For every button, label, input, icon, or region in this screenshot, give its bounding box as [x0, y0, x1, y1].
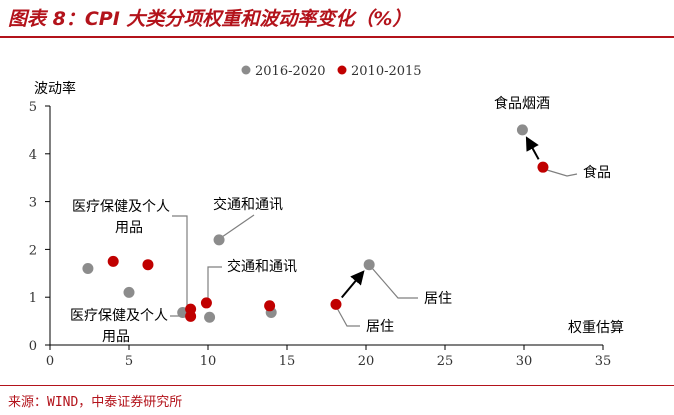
- annotation-label: 医疗保健及个人: [72, 199, 170, 215]
- x-tick-label: 35: [595, 354, 612, 369]
- y-tick-label: 5: [29, 100, 37, 115]
- source-rule: [0, 385, 674, 386]
- shift-arrow: [525, 136, 540, 160]
- legend: 2016-2020 2010-2015: [241, 64, 422, 79]
- leader-line: [221, 214, 255, 238]
- annotation-label: 居住: [424, 291, 452, 307]
- annotation-label: 医疗保健及个人: [70, 308, 168, 324]
- x-axis-label: 权重估算: [568, 320, 624, 336]
- y-tick-label: 2: [29, 243, 37, 258]
- annotation-label: 用品: [115, 220, 143, 236]
- annotation-label: 交通和通讯: [227, 258, 297, 275]
- source-note: 来源：WIND，中泰证券研究所: [8, 395, 183, 410]
- point-2010-2015: [264, 300, 276, 312]
- legend-marker: [241, 65, 251, 75]
- point-2010-2015: [200, 297, 212, 309]
- x-tick-label: 30: [516, 354, 533, 369]
- shift-arrows: [340, 136, 540, 299]
- y-tick-label: 1: [29, 291, 37, 306]
- point-2016-2020: [363, 259, 375, 271]
- x-tick-label: 5: [125, 354, 133, 369]
- title-rule: [0, 36, 674, 38]
- x-tick-label: 0: [46, 354, 54, 369]
- point-2016-2020: [204, 311, 216, 323]
- point-2010-2015: [142, 259, 154, 271]
- annotation-label: 居住: [366, 319, 394, 335]
- point-2016-2020: [123, 286, 135, 298]
- figure-title: 图表 8：CPI 大类分项权重和波动率变化（%）: [8, 8, 412, 30]
- point-2016-2020: [82, 263, 94, 275]
- x-tick-label: 10: [200, 354, 217, 369]
- leader-line: [172, 215, 188, 308]
- data-points: [82, 124, 549, 323]
- x-tick-label: 20: [358, 354, 375, 369]
- annotation-label: 食品: [583, 164, 611, 181]
- leader-line: [371, 267, 418, 299]
- leader-line: [207, 266, 222, 302]
- annotation-label: 用品: [102, 329, 130, 345]
- point-2010-2015: [330, 298, 342, 310]
- leader-line: [546, 169, 578, 177]
- legend-label: 2016-2020: [255, 64, 326, 79]
- annotation-leaders: [170, 169, 578, 327]
- y-axis-label: 波动率: [34, 80, 76, 97]
- point-2016-2020: [516, 124, 528, 136]
- point-2010-2015: [185, 303, 197, 315]
- y-tick-label: 0: [29, 339, 37, 354]
- annotation-label: 食品烟酒: [494, 95, 550, 112]
- y-tick-label: 4: [29, 148, 37, 163]
- point-2016-2020: [213, 234, 225, 246]
- y-tick-label: 3: [29, 196, 37, 211]
- annotation-label: 交通和通讯: [213, 196, 283, 213]
- legend-label: 2010-2015: [351, 64, 422, 79]
- point-2010-2015: [537, 161, 549, 173]
- legend-marker: [337, 65, 347, 75]
- leader-line: [336, 307, 360, 327]
- x-tick-label: 15: [279, 354, 296, 369]
- shift-arrow: [340, 270, 365, 299]
- x-tick-label: 25: [437, 354, 454, 369]
- point-2010-2015: [107, 255, 119, 267]
